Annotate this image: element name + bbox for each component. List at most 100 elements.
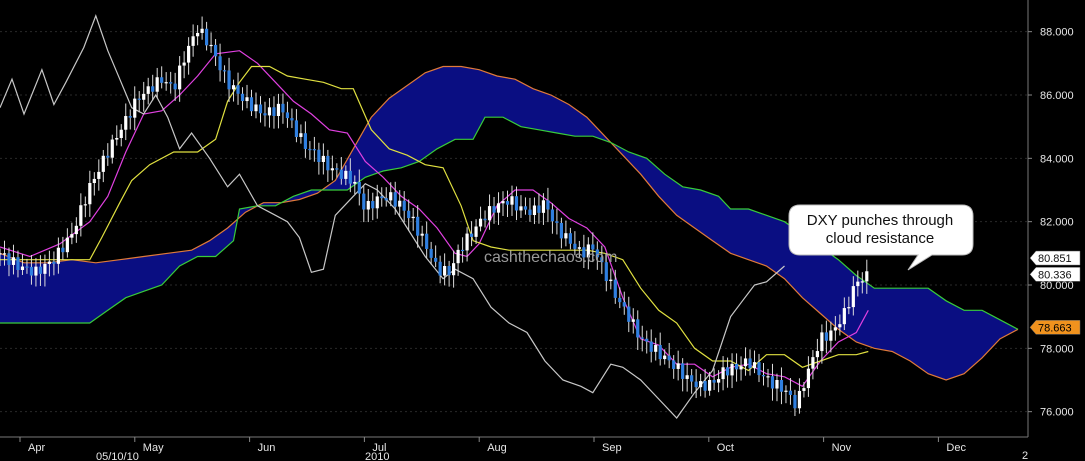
- candle-body: [860, 281, 864, 283]
- candle-body: [609, 279, 613, 282]
- candle-body: [155, 77, 159, 92]
- cloud-fill: [0, 66, 1018, 380]
- candle-body: [766, 376, 770, 378]
- candle-body: [725, 367, 730, 376]
- candle-body: [739, 366, 743, 370]
- y-tick-label: 78.000: [1040, 343, 1074, 355]
- candles: [0, 16, 869, 417]
- candle-body: [38, 266, 43, 274]
- candle-body: [820, 332, 824, 352]
- x-tick-label: Aug: [487, 442, 507, 454]
- candle-body: [631, 319, 635, 322]
- candle-body: [339, 169, 343, 179]
- candle-body: [196, 32, 200, 37]
- candle-body: [842, 308, 846, 325]
- candle-body: [20, 266, 25, 270]
- candle-body: [29, 266, 34, 276]
- candle-body: [824, 332, 828, 341]
- y-tick-label: 80.000: [1040, 280, 1074, 292]
- candle-body: [7, 253, 11, 265]
- candle-body: [770, 376, 775, 389]
- candle-body: [784, 390, 788, 392]
- candle-body: [478, 218, 483, 227]
- candle-body: [775, 380, 779, 389]
- candle-body: [133, 98, 137, 118]
- candle-body: [487, 206, 492, 221]
- candle-body: [501, 201, 505, 204]
- candle-body: [496, 203, 501, 213]
- candle-body: [672, 360, 676, 369]
- x-tick-label: Jul: [372, 442, 386, 454]
- candle-body: [411, 216, 415, 219]
- candle-body: [712, 379, 716, 383]
- candle-body: [604, 262, 608, 282]
- candle-body: [92, 178, 96, 184]
- candle-body: [2, 253, 7, 255]
- candle-body: [407, 210, 411, 219]
- candle-body: [182, 62, 186, 66]
- candle-body: [106, 155, 110, 158]
- candle-body: [793, 394, 797, 409]
- candle-body: [70, 234, 74, 238]
- annotation-callout: DXY punches through cloud resistance: [788, 204, 974, 271]
- candle-body: [200, 28, 204, 33]
- candle-body: [721, 367, 725, 380]
- candle-body: [191, 36, 195, 46]
- candle-body: [690, 375, 694, 382]
- candle-body: [694, 381, 698, 388]
- candle-body: [703, 381, 707, 391]
- candle-body: [429, 248, 433, 258]
- candle-body: [299, 133, 303, 137]
- candle-body: [290, 118, 294, 121]
- candle-body: [393, 192, 397, 207]
- price-tag-bg-2: [1029, 320, 1081, 335]
- candle-body: [119, 129, 123, 138]
- candle-body: [142, 93, 146, 100]
- candle-body: [550, 209, 555, 222]
- candle-body: [74, 225, 78, 235]
- candle-body: [101, 155, 105, 172]
- candle-body: [420, 233, 424, 236]
- candle-body: [716, 379, 721, 383]
- candle-body: [654, 345, 658, 352]
- candle-body: [348, 170, 352, 184]
- candle-body: [56, 247, 60, 264]
- candle-body: [582, 247, 586, 258]
- candle-body: [124, 116, 128, 130]
- y-tick-label: 88.000: [1040, 27, 1074, 39]
- x-tick-label: Nov: [832, 442, 852, 454]
- candle-body: [685, 375, 689, 379]
- candle-body: [128, 116, 132, 118]
- candle-body: [465, 233, 469, 251]
- x-axis: Apr May Jun Jul Aug Sep Oct Nov Dec: [19, 437, 966, 454]
- candle-body: [802, 388, 806, 391]
- candle-body: [743, 358, 748, 367]
- candle-body: [658, 345, 662, 360]
- candle-body: [213, 44, 218, 57]
- line-span_b: [0, 116, 1019, 330]
- candle-body: [748, 358, 752, 369]
- candle-body: [227, 70, 231, 90]
- price-tag-label: 78.663: [1038, 322, 1072, 334]
- candle-body: [555, 221, 559, 223]
- watermark: cashthechaos.com: [484, 249, 617, 266]
- candle-body: [797, 390, 802, 409]
- candle-body: [779, 380, 784, 392]
- price-tag-bg-1: [1029, 267, 1081, 282]
- candle-body: [146, 86, 150, 94]
- candle-body: [375, 196, 379, 209]
- candle-body: [460, 249, 465, 252]
- candle-body: [532, 205, 537, 216]
- x-tick-label: Dec: [946, 442, 966, 454]
- candle-body: [752, 362, 757, 369]
- candle-body: [285, 112, 290, 119]
- y-tick-label: 86.000: [1040, 90, 1074, 102]
- candle-body: [806, 368, 811, 389]
- candle-body: [613, 279, 617, 298]
- candle-body: [151, 86, 155, 92]
- candle-body: [83, 204, 87, 206]
- candle-body: [829, 330, 833, 341]
- price-tag-label: 80.336: [1038, 269, 1072, 281]
- candle-body: [52, 261, 56, 264]
- candle-body: [456, 249, 460, 264]
